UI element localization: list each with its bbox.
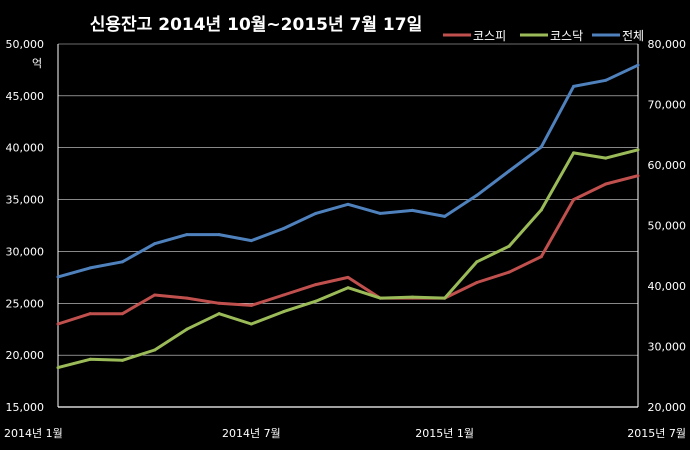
data-point [443,214,447,218]
data-point [572,198,576,202]
x-tick-label: 2014년 1월 [4,427,63,440]
data-point [604,78,608,82]
legend: 코스피 코스닥 전체 [443,29,644,43]
data-point [153,348,157,352]
right-tick-label: 20,000 [648,401,687,414]
data-point [378,296,382,300]
data-point [604,156,608,160]
data-point [539,255,543,259]
data-point [539,208,543,212]
data-point [604,182,608,186]
data-point [539,145,543,149]
data-point [572,151,576,155]
legend-label: 전체 [622,29,644,43]
data-point [88,312,92,316]
data-point [507,270,511,274]
left-axis-unit-label: 억 [32,57,42,70]
right-tick-label: 30,000 [648,341,687,354]
x-axis: 2014년 1월 2014년 7월 2015년 1월 2015년 7월 [4,427,686,440]
data-point [475,193,479,197]
data-point [185,233,189,237]
data-point [282,293,286,297]
left-tick-label: 30,000 [6,245,45,258]
x-tick-label: 2014년 7월 [222,427,281,440]
data-point [314,299,318,303]
data-point [346,275,350,279]
data-point [410,295,414,299]
data-point [314,211,318,215]
legend-label: 코스피 [473,29,506,43]
data-point [56,322,60,326]
right-tick-label: 80,000 [648,38,687,51]
data-point [217,233,221,237]
left-tick-label: 50,000 [6,38,45,51]
left-tick-label: 45,000 [6,90,45,103]
data-point [346,286,350,290]
left-tick-label: 40,000 [6,142,45,155]
left-tick-label: 15,000 [6,401,45,414]
data-point [475,260,479,264]
data-point [572,84,576,88]
data-point [636,174,640,178]
data-point [185,327,189,331]
x-tick-label: 2015년 7월 [627,427,686,440]
left-tick-label: 20,000 [6,349,45,362]
right-tick-label: 60,000 [648,159,687,172]
data-point [636,63,640,67]
data-point [282,310,286,314]
right-tick-label: 70,000 [648,99,687,112]
data-point [153,293,157,297]
data-point [378,211,382,215]
right-y-axis: 20,000 30,000 40,000 50,000 60,000 70,000 80,0… [637,38,687,414]
data-point [120,358,124,362]
data-point [282,227,286,231]
data-point [217,312,221,316]
data-point [249,322,253,326]
data-point [410,208,414,212]
gridlines [58,43,638,408]
x-tick-label: 2015년 1월 [415,427,474,440]
data-point [346,202,350,206]
data-point [314,283,318,287]
legend-label: 코스닥 [550,29,583,43]
data-point [217,301,221,305]
left-tick-label: 35,000 [6,194,45,207]
data-point [88,266,92,270]
data-point [153,242,157,246]
data-point [636,148,640,152]
data-point [249,239,253,243]
data-point [507,244,511,248]
plot-area [58,44,638,407]
right-tick-label: 50,000 [648,220,687,233]
left-y-axis: 15,000 20,000 25,000 30,000 35,000 40,000 45,0… [6,38,59,414]
data-point [56,366,60,370]
data-point [120,312,124,316]
left-tick-label: 25,000 [6,297,45,310]
chart-title: 신용잔고 2014년 10월~2015년 7월 17일 [90,15,422,35]
data-point [507,169,511,173]
series-lines [56,63,640,370]
data-point [185,296,189,300]
data-point [120,260,124,264]
data-point [56,275,60,279]
right-tick-label: 40,000 [648,280,687,293]
data-point [475,281,479,285]
data-point [443,296,447,300]
data-point [249,303,253,307]
data-point [88,357,92,361]
